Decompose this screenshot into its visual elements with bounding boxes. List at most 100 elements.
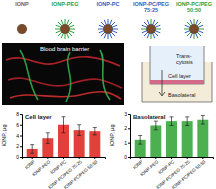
y-tick-mark <box>20 114 22 115</box>
particle-label: IONP <box>15 1 29 7</box>
spoke <box>111 22 115 26</box>
x-tick-label: IONP-PEG <box>139 159 159 177</box>
spoke <box>196 20 198 26</box>
y-tick-mark <box>128 143 130 144</box>
spoke <box>184 29 190 30</box>
error-bar <box>185 117 189 126</box>
spoke <box>108 33 109 39</box>
y-tick: 6 <box>16 122 22 128</box>
spoke <box>58 32 62 36</box>
spoke <box>65 33 66 39</box>
error-bar <box>154 121 158 130</box>
y-tick-label: 0 <box>16 154 19 160</box>
y-tick-mark <box>128 128 130 129</box>
x-tick: IONP-PEG <box>31 157 51 177</box>
x-tick-label: IONP-PEG <box>31 159 51 177</box>
error-bar <box>30 145 34 154</box>
particle-label-line: 75:25 <box>144 7 158 13</box>
x-axis: IONPIONP-PEGIONP-PCIONP-PC/PEG 75:25IONP… <box>23 157 106 189</box>
y-tick-mark <box>20 125 22 126</box>
y-tick-mark <box>20 146 22 147</box>
cell-layer <box>150 80 204 84</box>
y-axis-title: IONP, µg <box>1 124 7 146</box>
chart-title: Cell layer <box>25 114 52 120</box>
y-tick-mark <box>128 157 130 158</box>
spoke <box>155 31 161 33</box>
y-tick: 2 <box>124 125 130 131</box>
spoke <box>112 29 118 30</box>
chart: 0123IONPIONP-PEGIONP-PCIONP-PC/PEG 75:25… <box>109 111 214 189</box>
spoke <box>185 25 191 27</box>
spoke <box>144 22 148 26</box>
particle-label-line: IONP-PC <box>97 1 120 7</box>
particle-label: IONP-PC/PEG75:25 <box>133 1 169 13</box>
spoke <box>104 33 106 39</box>
spoke <box>194 33 195 39</box>
y-tick: 2 <box>16 143 22 149</box>
cell-layer-label: Cell layer <box>168 73 191 79</box>
spoke <box>196 33 198 39</box>
micrograph-bg <box>2 43 124 105</box>
spoke <box>194 19 195 25</box>
cell-structure <box>66 52 71 102</box>
error-bar <box>77 125 81 136</box>
core <box>147 25 156 34</box>
y-tick-mark <box>128 114 130 115</box>
bar <box>150 125 161 157</box>
cell-structure <box>10 92 121 99</box>
y-tick: 4 <box>16 133 22 139</box>
x-tick-label: IONP-PC/PEG 50:50 <box>63 159 99 189</box>
spoke <box>154 22 158 26</box>
spoke <box>99 31 105 33</box>
y-tick-label: 1 <box>124 140 127 146</box>
spoke <box>61 33 63 39</box>
spoke <box>155 25 161 27</box>
x-tick-label: IONP-PC/PEG 50:50 <box>171 159 207 189</box>
spoke <box>187 32 191 36</box>
spoke <box>197 32 201 36</box>
y-axis-title: IONP, µg <box>109 124 115 146</box>
spoke <box>110 20 112 26</box>
y-axis: 0 2 4 6 8 <box>16 111 22 160</box>
spoke <box>147 20 149 26</box>
core <box>18 25 27 34</box>
cell-structure <box>8 78 122 88</box>
spoke <box>197 22 201 26</box>
spoke <box>104 20 106 26</box>
spoke <box>190 33 192 39</box>
spoke <box>142 31 148 33</box>
particle: IONP-PC/PEG50:50 <box>176 1 212 39</box>
spoke <box>69 25 75 27</box>
y-tick: 8 <box>16 111 22 117</box>
arrow <box>159 70 165 96</box>
spoke <box>67 20 69 26</box>
spoke <box>187 22 191 26</box>
y-tick-label: 2 <box>124 125 127 131</box>
spoke <box>67 33 69 39</box>
spoke <box>68 32 72 36</box>
core <box>61 25 70 34</box>
spoke <box>151 19 152 25</box>
x-axis-line <box>23 158 106 160</box>
cell-structure <box>20 50 38 100</box>
spoke <box>112 31 118 33</box>
spoke <box>155 29 161 30</box>
particle: IONP-PC <box>97 1 120 39</box>
error-bar <box>201 115 205 124</box>
particle-label: IONP-PC/PEG50:50 <box>176 1 212 13</box>
x-tick: IONP <box>24 157 36 170</box>
spoke <box>101 22 105 26</box>
spoke <box>112 25 118 27</box>
spoke <box>101 32 105 36</box>
plot-area <box>27 117 101 157</box>
y-tick: 1 <box>124 140 130 146</box>
particle: IONP-PEG <box>52 1 79 39</box>
y-tick: 0 <box>124 154 130 160</box>
micrograph: Blood brain barrier <box>2 43 124 105</box>
x-tick-label: IONP <box>24 159 36 170</box>
spoke <box>198 29 204 30</box>
error-bar <box>46 133 50 144</box>
transcytosis-line: cytosis <box>176 59 193 65</box>
core <box>190 25 199 34</box>
error-bar <box>62 117 66 133</box>
